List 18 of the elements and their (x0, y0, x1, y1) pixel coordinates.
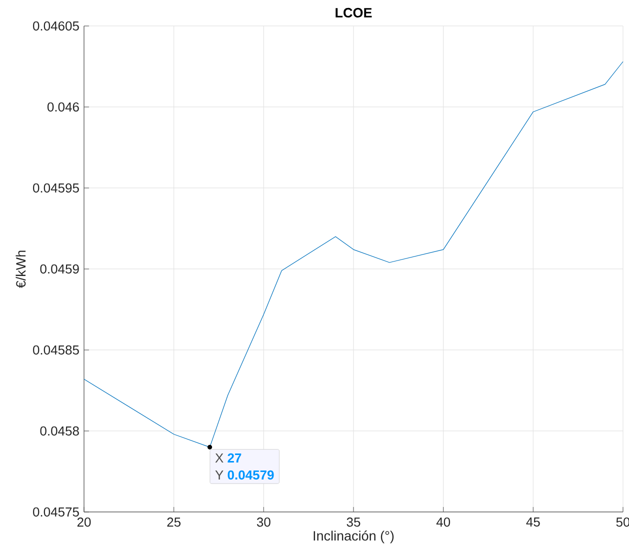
x-tick-label: 30 (256, 518, 270, 527)
x-tick-label: 25 (167, 518, 181, 527)
x-axis-title: Inclinación (°) (314, 530, 394, 544)
y-tick-label: 0.04605 (33, 21, 79, 31)
y-tick-label: 0.04575 (33, 507, 79, 517)
x-tick-label: 40 (436, 518, 450, 527)
x-tick-label: 35 (346, 518, 360, 527)
chart-title: LCOE (336, 8, 372, 18)
y-tick-label: 0.046 (47, 102, 79, 112)
annotation: Y 0.04579 (215, 470, 274, 480)
y-tick-label: 0.04595 (33, 183, 79, 193)
annotation: X 27 (215, 453, 242, 462)
x-tick-label: 20 (77, 518, 91, 527)
x-tick-label: 45 (526, 518, 540, 527)
y-tick-label: 0.04585 (33, 345, 79, 355)
y-axis-title: €/kWh (16, 250, 26, 288)
y-tick-label: 0.0458 (40, 426, 79, 436)
y-tick-label: 0.0459 (40, 264, 79, 274)
